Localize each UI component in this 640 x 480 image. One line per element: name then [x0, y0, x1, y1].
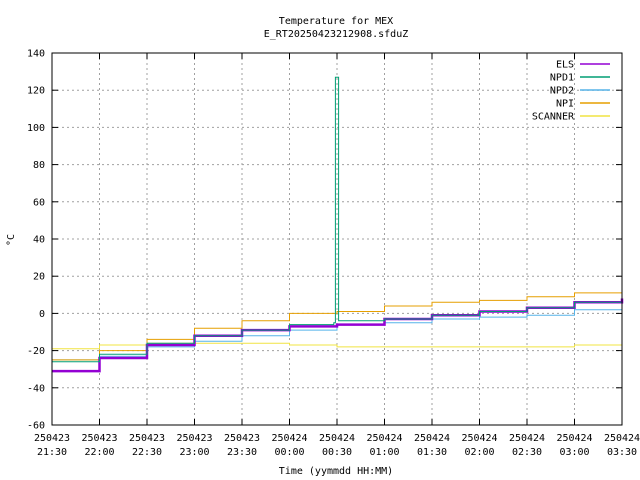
legend: ELS NPD1 NPD2 NPI SCANNER: [532, 60, 610, 123]
plot-frame: [51, 52, 623, 426]
legend-label-els: ELS: [556, 60, 574, 71]
y-tick-label: 140: [27, 49, 45, 60]
y-tick-label: -40: [27, 383, 45, 394]
y-tick-label: 120: [27, 86, 45, 97]
y-tick-label: -60: [27, 421, 45, 432]
x-tick-time: 03:00: [559, 447, 589, 458]
x-tick-time: 02:30: [512, 447, 542, 458]
x-tick-time: 00:00: [274, 447, 304, 458]
chart-title: Temperature for MEX: [279, 16, 393, 27]
x-tick-time: 03:30: [607, 447, 637, 458]
x-tick-date: 250424: [271, 433, 307, 444]
y-tick-label: 40: [33, 235, 45, 246]
y-tick-label: 60: [33, 197, 45, 208]
x-tick-time: 23:30: [227, 447, 257, 458]
x-tick-time: 23:00: [179, 447, 209, 458]
y-tick-label: 100: [27, 123, 45, 134]
y-tick-label: 80: [33, 160, 45, 171]
plot-series: [52, 76, 624, 373]
x-tick-time: 21:30: [37, 447, 67, 458]
x-tick-date: 250424: [319, 433, 355, 444]
x-tick-date: 250424: [414, 433, 450, 444]
y-axis-label: °C: [6, 234, 17, 246]
x-tick-date: 250423: [176, 433, 212, 444]
x-tick-time: 02:00: [464, 447, 494, 458]
x-tick-date: 250424: [556, 433, 592, 444]
x-tick-date: 250423: [224, 433, 260, 444]
legend-label-npi: NPI: [556, 99, 574, 110]
x-axis: 250423 21:30 250423 22:00 250423 22:30 250423 2…: [34, 53, 640, 458]
x-tick-date: 250424: [461, 433, 497, 444]
chart-subtitle: E_RT20250423212908.sfduZ: [264, 29, 409, 40]
x-tick-time: 22:30: [132, 447, 162, 458]
y-tick-label: 20: [33, 272, 45, 283]
y-axis: -60 -40 -20 0 20 40 60 80 100 120 140: [27, 49, 622, 432]
x-tick-date: 250423: [34, 433, 70, 444]
x-tick-date: 250423: [81, 433, 117, 444]
legend-label-scanner: SCANNER: [532, 112, 575, 123]
y-tick-label: 0: [39, 309, 45, 320]
legend-label-npd1: NPD1: [550, 73, 574, 84]
x-tick-time: 22:00: [84, 447, 114, 458]
x-tick-date: 250424: [366, 433, 402, 444]
x-axis-label: Time (yymmdd HH:MM): [279, 466, 393, 477]
y-tick-label: -20: [27, 346, 45, 357]
x-tick-date: 250423: [129, 433, 165, 444]
series-line-npi: [52, 285, 623, 361]
legend-label-npd2: NPD2: [550, 86, 574, 97]
x-tick-date: 250424: [604, 433, 640, 444]
x-tick-time: 01:00: [369, 447, 399, 458]
x-tick-time: 01:30: [417, 447, 447, 458]
x-tick-time: 00:30: [322, 447, 352, 458]
x-tick-date: 250424: [509, 433, 545, 444]
series-line-npd1: [52, 76, 623, 363]
grid: [52, 53, 622, 425]
